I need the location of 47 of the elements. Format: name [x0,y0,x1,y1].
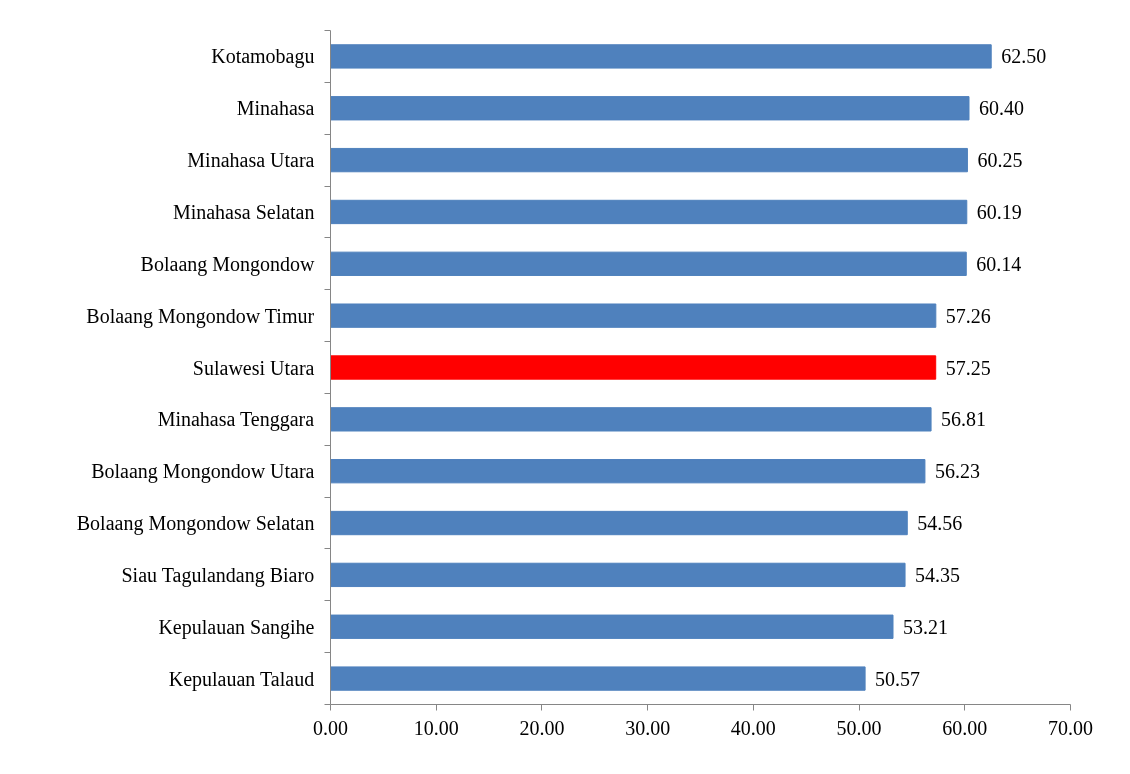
data-label: 57.25 [945,356,991,379]
bar [330,510,908,536]
bar [330,44,992,69]
y-tick-label: Kotamobagu [211,45,315,69]
data-label: 56.81 [941,408,987,431]
bar [330,407,932,432]
y-tick-label: Bolaang Mongondow Timur [86,304,315,328]
bar [330,459,926,484]
bar [330,303,937,328]
x-tick-label: 10.00 [413,716,459,739]
bar [330,562,906,588]
y-tick-label: Siau Tagulandang Biaro [121,563,315,587]
y-tick-label: Bolaang Mongondow [140,252,316,276]
y-tick-label: Kepulauan Talaud [168,667,315,691]
x-tick-label: 30.00 [625,716,671,739]
y-tick-label: Minahasa Utara [187,149,315,172]
y-tick-label: Kepulauan Sangihe [158,615,315,639]
bar [330,199,968,225]
data-label: 60.40 [979,97,1025,120]
bar [330,666,866,691]
x-tick-label: 60.00 [942,716,988,739]
y-tick-label: Sulawesi Utara [192,356,315,379]
bar [330,614,894,639]
bar [330,147,968,173]
data-label: 62.50 [1001,45,1047,68]
data-label: 60.14 [976,252,1022,275]
x-tick-label: 50.00 [836,716,882,739]
data-label: 57.26 [945,304,991,327]
data-label: 60.25 [977,149,1023,172]
x-tick-label: 70.00 [1048,716,1093,739]
data-label: 54.35 [915,563,961,586]
bar [330,355,937,380]
data-label: 56.23 [934,460,980,483]
y-tick-label: Bolaang Mongondow Selatan [76,512,315,536]
x-tick-label: 40.00 [730,716,776,739]
data-label: 54.56 [917,512,963,535]
y-tick-label: Minahasa Tenggara [157,408,315,432]
y-tick-label: Minahasa Selatan [172,200,315,223]
data-label: 50.57 [875,667,921,690]
data-label: 60.19 [976,200,1022,223]
y-tick-label: Minahasa [236,97,315,120]
x-tick-label: 20.00 [519,716,565,739]
x-tick-label: 0.00 [313,716,348,739]
y-tick-label: Bolaang Mongondow Utara [91,460,315,484]
bar [330,96,970,121]
data-label: 53.21 [903,615,949,638]
bar [330,251,967,276]
